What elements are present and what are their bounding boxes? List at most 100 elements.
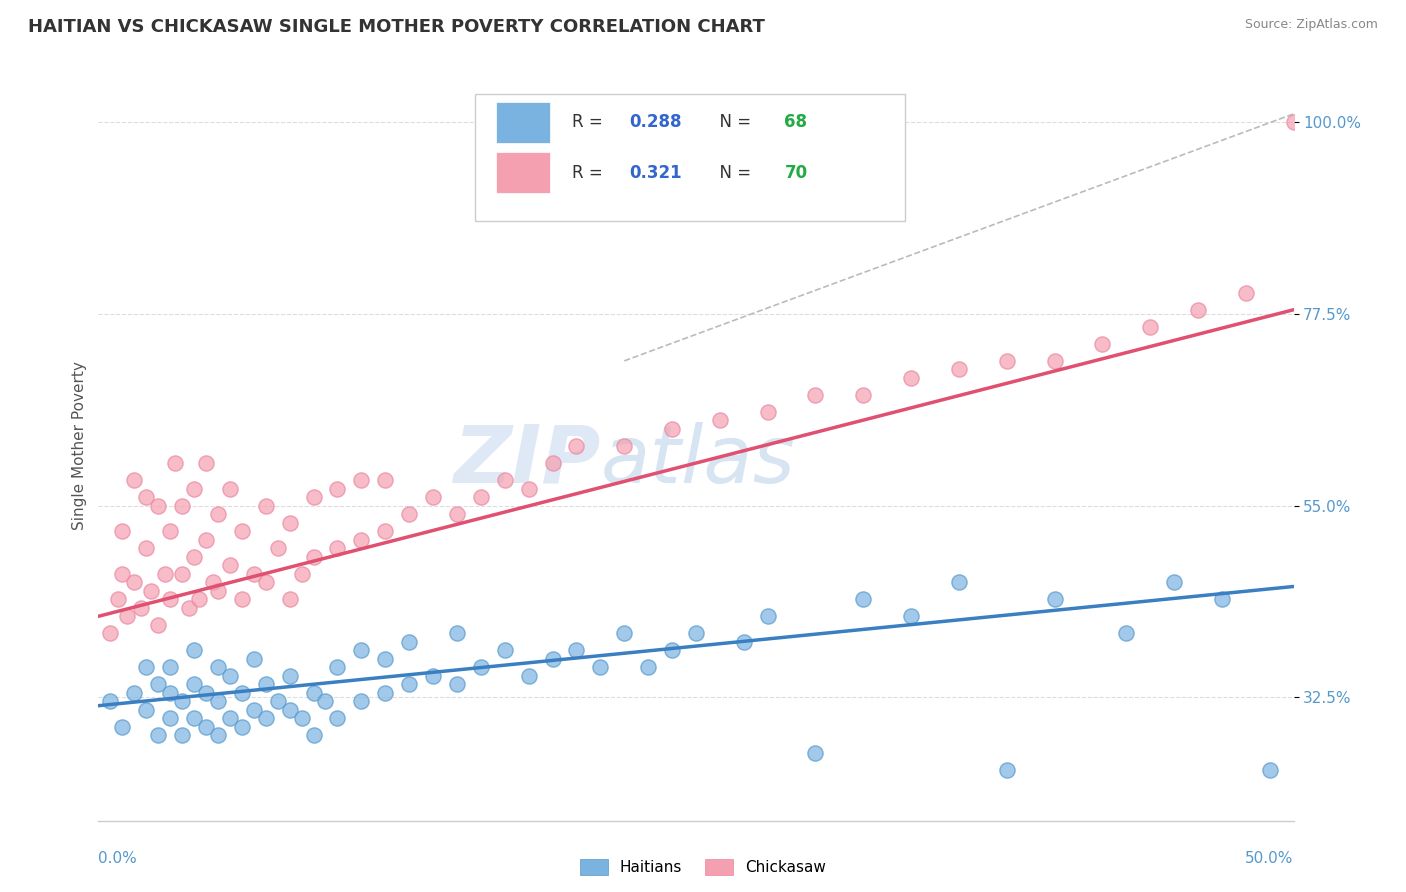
Point — [254, 499, 277, 513]
Point — [1139, 319, 1161, 334]
Point — [852, 592, 875, 607]
Point — [422, 669, 444, 683]
Point — [278, 669, 301, 683]
Point — [124, 575, 146, 590]
Point — [374, 652, 396, 666]
Point — [207, 507, 229, 521]
Point — [172, 694, 194, 708]
Point — [187, 592, 209, 607]
Text: atlas: atlas — [600, 422, 796, 500]
Point — [254, 677, 277, 691]
Point — [1043, 592, 1066, 607]
Point — [852, 388, 875, 402]
Point — [159, 686, 181, 700]
Point — [302, 686, 325, 700]
Point — [148, 677, 170, 691]
Point — [159, 592, 181, 607]
Text: HAITIAN VS CHICKASAW SINGLE MOTHER POVERTY CORRELATION CHART: HAITIAN VS CHICKASAW SINGLE MOTHER POVER… — [28, 18, 765, 36]
Point — [135, 490, 157, 504]
Text: N =: N = — [709, 163, 756, 181]
Point — [267, 541, 290, 556]
Point — [254, 711, 277, 725]
Point — [267, 694, 290, 708]
Text: 0.0%: 0.0% — [98, 851, 138, 866]
Point — [172, 499, 194, 513]
Point — [179, 600, 201, 615]
Point — [159, 660, 181, 674]
Point — [148, 729, 170, 743]
Point — [207, 660, 229, 674]
Point — [326, 482, 349, 496]
FancyBboxPatch shape — [475, 94, 905, 221]
Point — [254, 575, 277, 590]
Point — [219, 711, 242, 725]
Point — [124, 473, 146, 487]
Point — [350, 473, 373, 487]
Point — [195, 456, 218, 470]
Text: R =: R = — [572, 113, 607, 131]
Point — [139, 583, 162, 598]
Point — [231, 686, 253, 700]
Point — [470, 660, 492, 674]
Point — [1043, 354, 1066, 368]
Point — [900, 609, 922, 624]
Point — [207, 583, 229, 598]
Point — [135, 660, 157, 674]
Point — [107, 592, 129, 607]
Point — [159, 711, 181, 725]
Point — [517, 669, 540, 683]
Text: 68: 68 — [785, 113, 807, 131]
Point — [1258, 763, 1281, 777]
Point — [685, 626, 707, 640]
Point — [756, 609, 779, 624]
FancyBboxPatch shape — [496, 102, 550, 143]
Point — [243, 566, 266, 581]
Point — [195, 720, 218, 734]
Point — [172, 729, 194, 743]
Point — [1211, 592, 1233, 607]
Point — [207, 694, 229, 708]
Point — [278, 516, 301, 530]
Point — [183, 482, 205, 496]
Text: Source: ZipAtlas.com: Source: ZipAtlas.com — [1244, 18, 1378, 31]
Point — [302, 729, 325, 743]
Point — [231, 720, 253, 734]
Point — [733, 635, 755, 649]
Point — [278, 703, 301, 717]
Point — [243, 703, 266, 717]
Point — [948, 575, 970, 590]
Point — [398, 677, 420, 691]
Point — [1163, 575, 1185, 590]
Point — [195, 533, 218, 547]
Point — [231, 592, 253, 607]
Point — [163, 456, 186, 470]
Text: 50.0%: 50.0% — [1246, 851, 1294, 866]
Point — [326, 660, 349, 674]
Point — [111, 720, 134, 734]
Point — [589, 660, 612, 674]
Point — [98, 626, 122, 640]
Point — [517, 482, 540, 496]
Point — [661, 643, 683, 657]
Legend: Haitians, Chickasaw: Haitians, Chickasaw — [575, 855, 831, 880]
Point — [470, 490, 492, 504]
Point — [326, 541, 349, 556]
Point — [111, 566, 134, 581]
Point — [350, 533, 373, 547]
Point — [207, 729, 229, 743]
Text: 70: 70 — [785, 163, 807, 181]
Point — [446, 507, 468, 521]
Point — [131, 600, 153, 615]
Point — [155, 566, 177, 581]
Point — [494, 473, 516, 487]
Point — [195, 686, 218, 700]
Point — [302, 549, 325, 564]
Text: R =: R = — [572, 163, 607, 181]
Point — [995, 354, 1018, 368]
Text: 0.321: 0.321 — [628, 163, 682, 181]
Point — [135, 703, 157, 717]
Point — [541, 456, 564, 470]
Point — [1187, 302, 1209, 317]
Point — [374, 473, 396, 487]
Point — [804, 746, 827, 760]
